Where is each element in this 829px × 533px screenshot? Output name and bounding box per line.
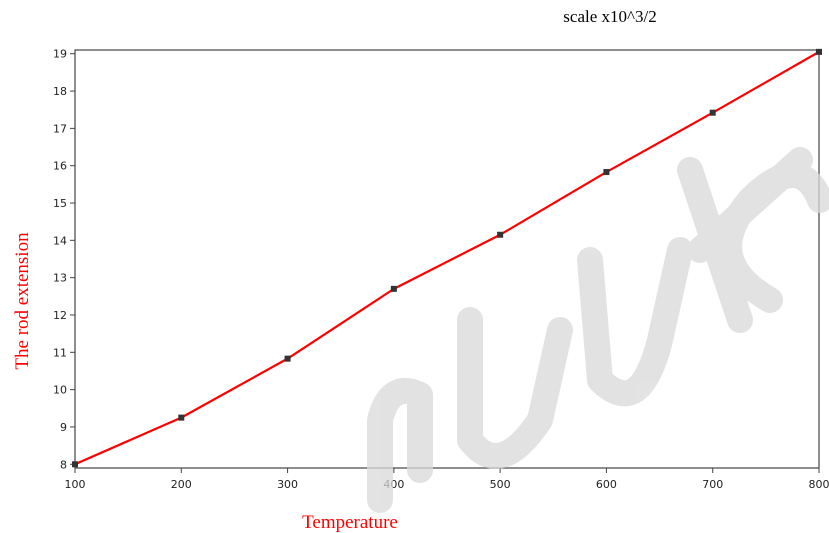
x-tick-label: 800 [809, 478, 829, 491]
data-point [284, 355, 291, 362]
x-axis: 100 200 300 400 500 600 700 800 [65, 468, 829, 491]
y-tick-label: 9 [60, 421, 67, 434]
x-tick-label: 700 [702, 478, 723, 491]
data-point [390, 285, 397, 292]
y-tick-label: 10 [53, 384, 67, 397]
data-point [603, 169, 610, 176]
plot-area-frame [74, 49, 820, 469]
y-axis: 8 9 10 11 12 13 14 15 16 17 18 19 [53, 48, 75, 471]
data-point [816, 48, 822, 55]
y-tick-label: 14 [53, 234, 67, 247]
x-tick-label: 100 [65, 478, 86, 491]
y-tick-label: 13 [53, 272, 67, 285]
y-tick-label: 18 [53, 85, 67, 98]
y-tick-label: 16 [53, 160, 67, 173]
x-tick-label: 500 [490, 478, 511, 491]
series-group [72, 48, 822, 468]
y-axis-label: The rod extension [12, 232, 33, 370]
y-tick-label: 15 [53, 197, 67, 210]
x-tick-label: 600 [596, 478, 617, 491]
y-tick-label: 19 [53, 48, 67, 61]
x-tick-label: 200 [171, 478, 192, 491]
data-point [497, 231, 504, 238]
scale-annotation: scale x10^3/2 [563, 7, 656, 26]
data-point [72, 461, 78, 468]
data-point [709, 109, 716, 116]
data-point [178, 414, 185, 421]
x-tick-label: 300 [277, 478, 298, 491]
y-tick-label: 17 [53, 122, 67, 135]
x-axis-label: Temperature [302, 512, 398, 533]
series-line [74, 50, 820, 466]
x-tick-label: 400 [383, 478, 404, 491]
y-tick-label: 11 [53, 346, 67, 359]
y-tick-label: 8 [60, 458, 67, 471]
y-tick-label: 12 [53, 309, 67, 322]
